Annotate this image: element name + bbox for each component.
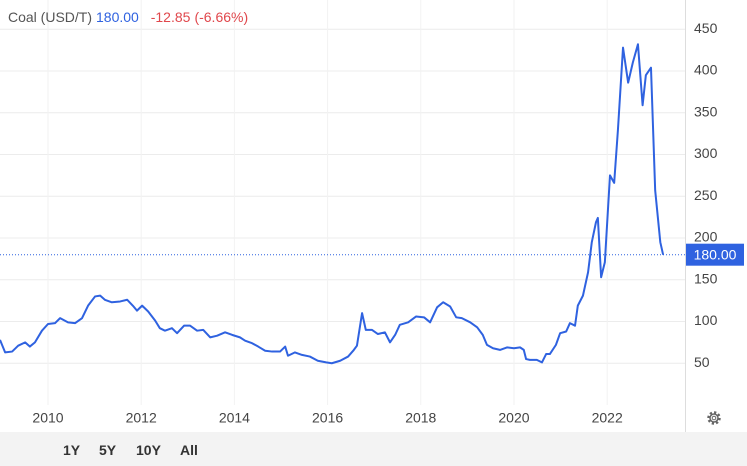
last-value-label: 180.00 <box>694 246 737 262</box>
price-line <box>0 43 665 365</box>
y-tick-label: 300 <box>694 145 718 161</box>
y-tick-label: 150 <box>694 270 718 286</box>
x-tick-label: 2022 <box>592 410 623 426</box>
y-tick-label: 400 <box>694 62 718 78</box>
x-tick-label: 2010 <box>32 410 63 426</box>
y-tick-label: 350 <box>694 103 718 119</box>
y-tick-label: 200 <box>694 229 718 245</box>
x-tick-label: 2020 <box>498 410 529 426</box>
change: -12.85 <box>150 9 191 25</box>
y-tick-label: 250 <box>694 187 718 203</box>
range-button[interactable]: All <box>180 442 198 458</box>
range-button[interactable]: 10Y <box>136 442 161 458</box>
range-bar: 1Y 5Y 10Y All <box>0 432 747 466</box>
range-button[interactable]: 5Y <box>99 442 117 458</box>
header: Coal (USD/T) 180.00 -12.85 (-6.66%) <box>8 9 252 25</box>
chart: 50 100 150 200 250 300 350 400 450 2010 2012 2014 20… <box>0 0 744 432</box>
x-tick-label: 2014 <box>219 410 250 426</box>
x-tick-label: 2018 <box>405 410 436 426</box>
x-tick-label: 2016 <box>312 410 343 426</box>
change-percent: (-6.66%) <box>194 9 249 25</box>
y-tick-label: 100 <box>694 312 718 328</box>
price: 180.00 <box>96 9 139 25</box>
settings-icon[interactable] <box>707 411 721 425</box>
y-tick-label: 450 <box>694 20 718 36</box>
range-button[interactable]: 1Y <box>63 442 81 458</box>
instrument-name: Coal (USD/T) <box>8 9 93 25</box>
last-value-box <box>686 243 744 266</box>
x-tick-label: 2012 <box>126 410 157 426</box>
y-tick-label: 50 <box>694 354 710 370</box>
